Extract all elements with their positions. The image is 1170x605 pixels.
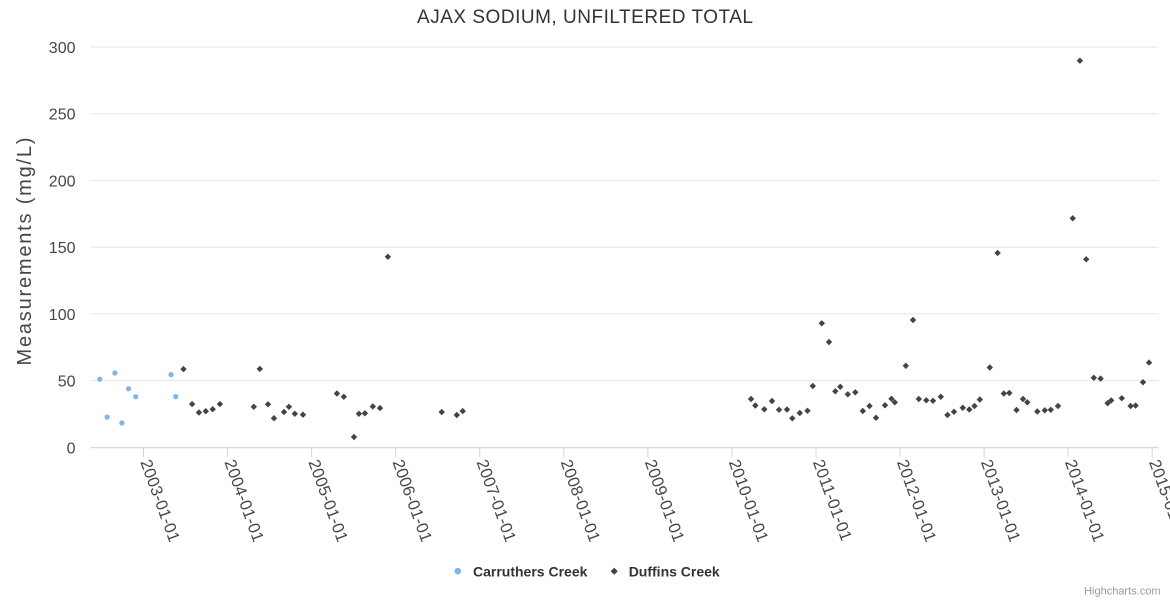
svg-text:Carruthers Creek: Carruthers Creek bbox=[473, 564, 588, 580]
svg-text:200: 200 bbox=[49, 173, 76, 190]
svg-text:100: 100 bbox=[49, 307, 76, 324]
svg-text:150: 150 bbox=[49, 240, 76, 257]
svg-text:250: 250 bbox=[49, 107, 76, 124]
svg-text:AJAX SODIUM, UNFILTERED TOTAL: AJAX SODIUM, UNFILTERED TOTAL bbox=[417, 7, 753, 28]
svg-text:Highcharts.com: Highcharts.com bbox=[1084, 586, 1160, 598]
svg-text:50: 50 bbox=[58, 374, 76, 391]
svg-text:300: 300 bbox=[49, 40, 76, 57]
svg-text:Duffins Creek: Duffins Creek bbox=[629, 564, 720, 580]
svg-text:0: 0 bbox=[67, 440, 76, 457]
svg-text:Measurements (mg/L): Measurements (mg/L) bbox=[14, 138, 36, 366]
